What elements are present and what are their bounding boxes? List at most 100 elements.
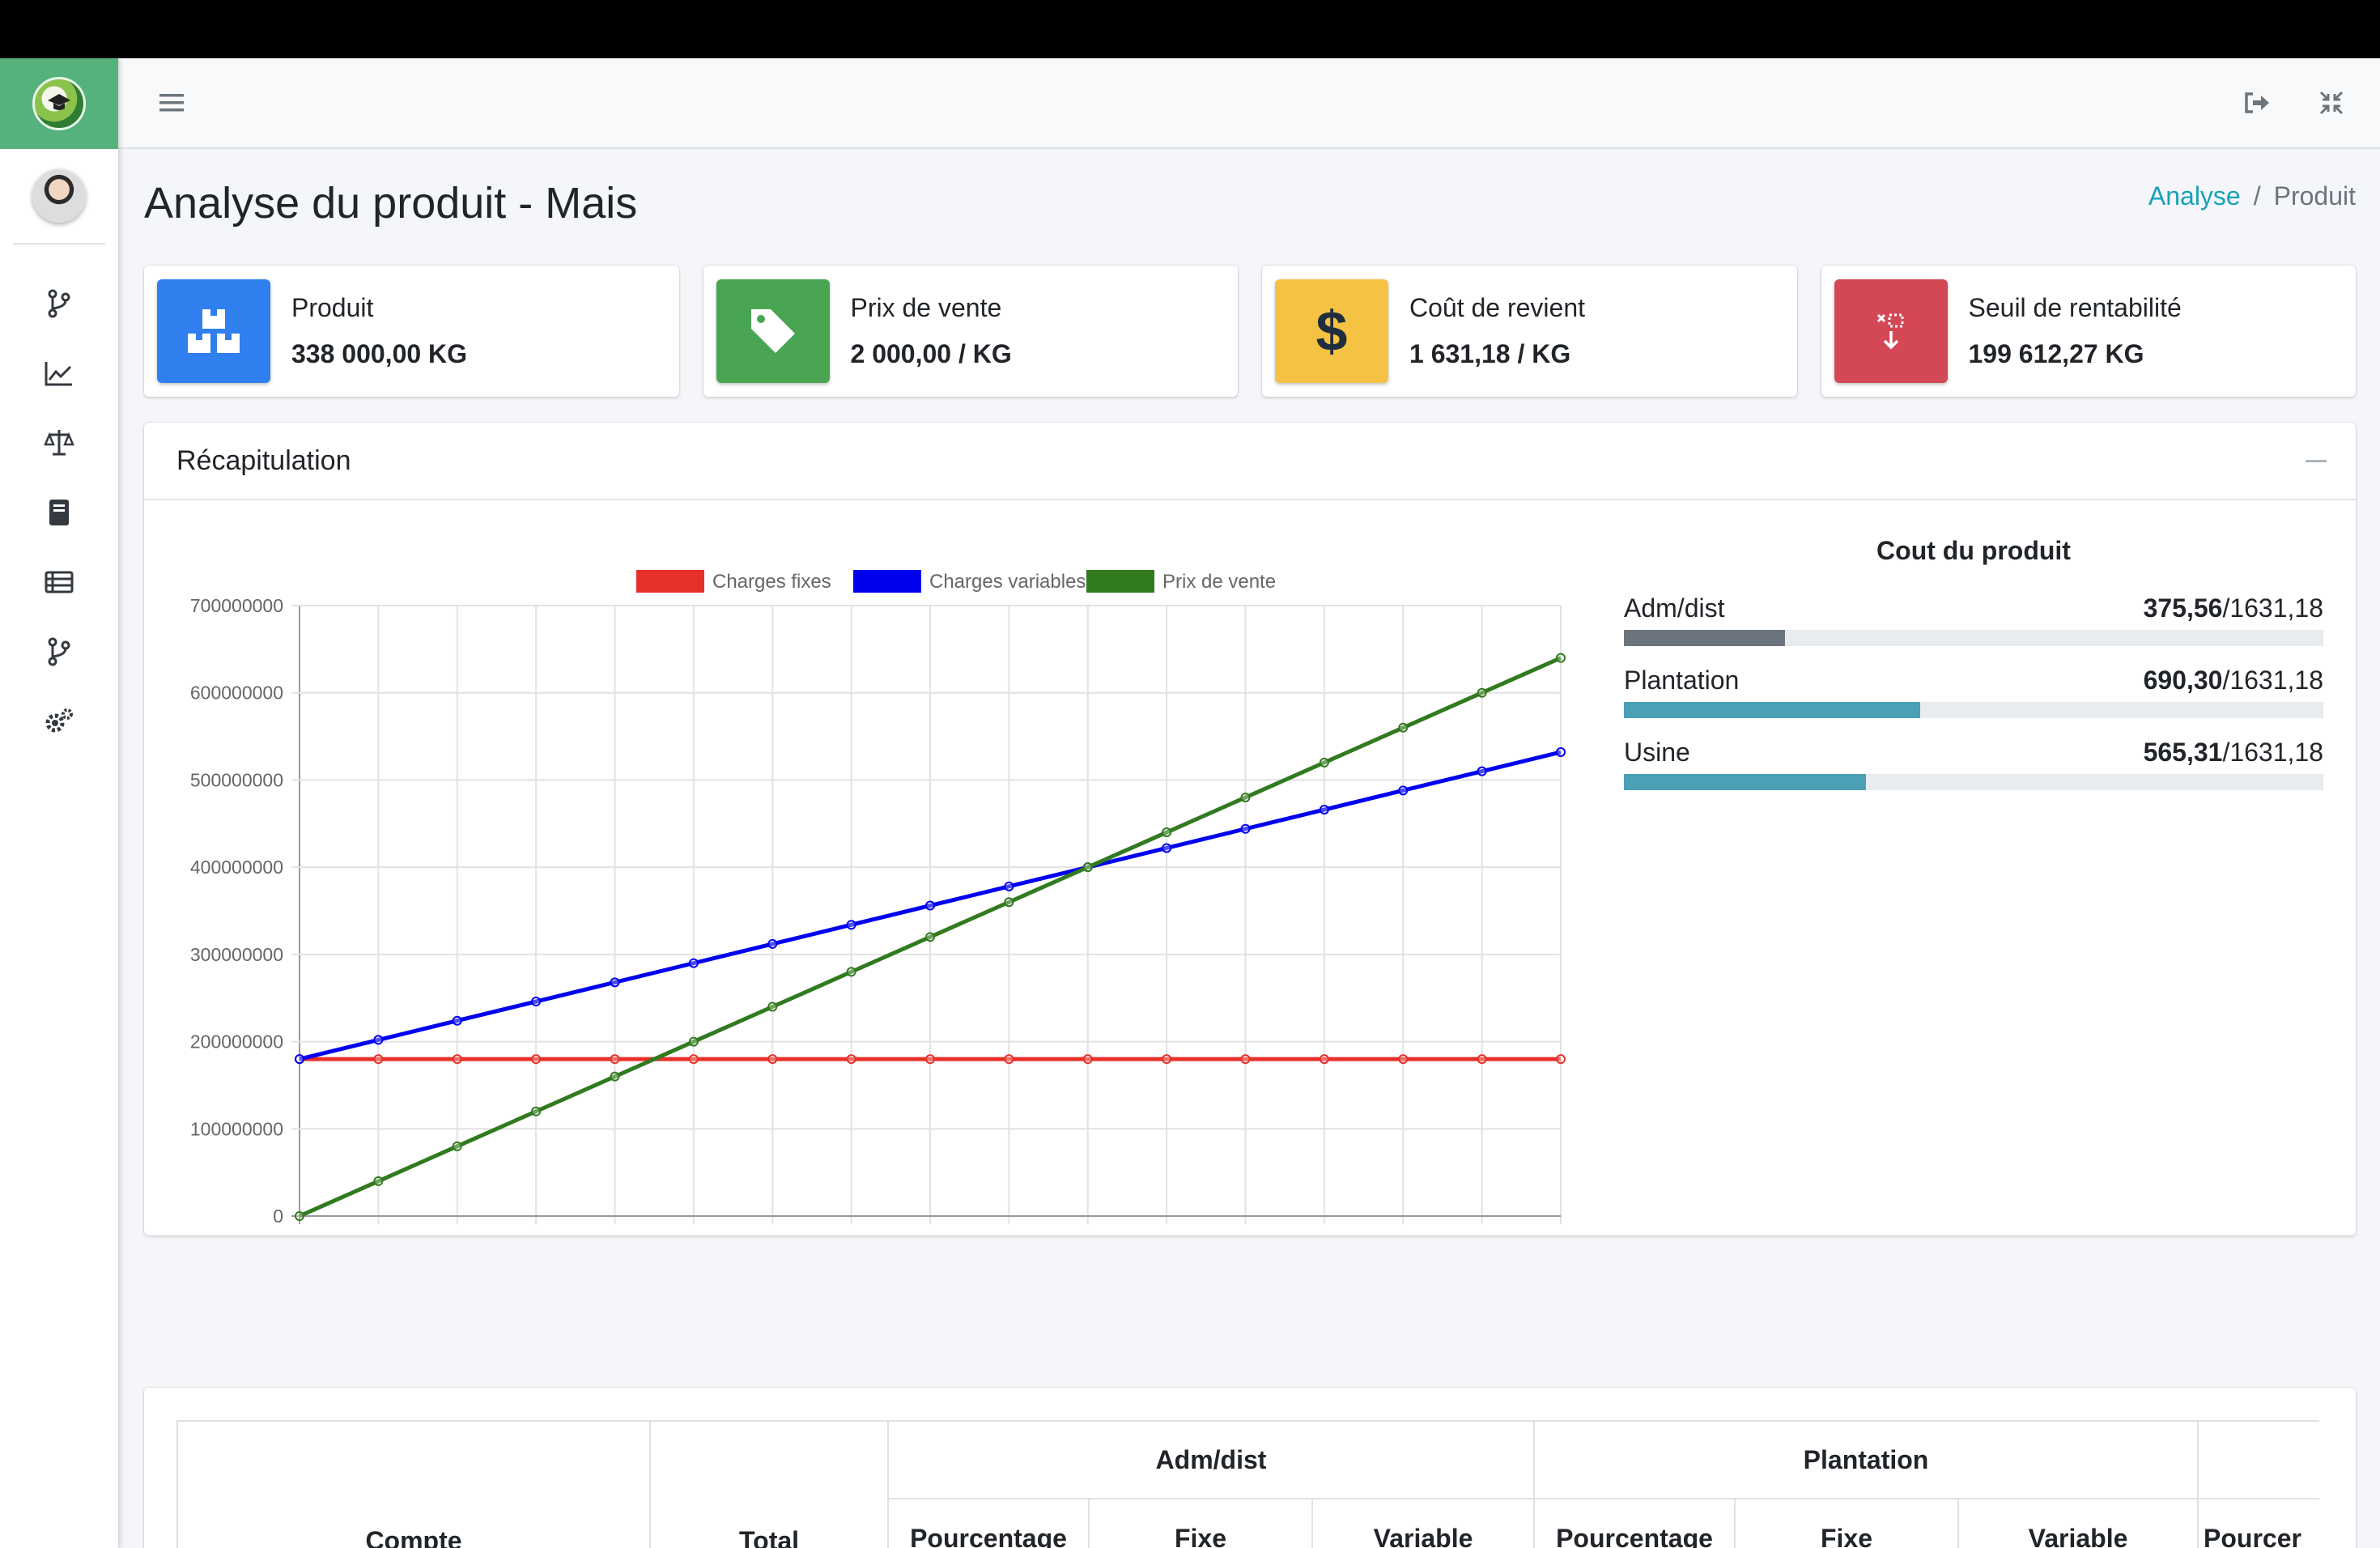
list-table-icon [45,571,74,593]
fullscreen-exit-button[interactable] [2315,87,2348,119]
data-point [767,938,778,949]
chart-line-icon [45,362,72,386]
chart-svg: 0200004000060000800001000001200001400001… [190,570,1592,1256]
dollar-icon: $ [1275,279,1388,383]
cost-total: /1631,18 [2222,593,2323,623]
y-tick-label: 200000000 [190,1031,283,1053]
series-line [298,656,1562,1218]
logo-icon [32,77,86,130]
cost-label: Adm/dist [1624,593,1725,623]
collapse-button[interactable] [2306,459,2327,462]
progress-bar [1624,702,2323,718]
account-table-panel: Compte Total Adm/dist Plantation Pourcen… [144,1388,2356,1548]
menu-toggle-button[interactable] [155,87,188,119]
group-header-adm: Adm/dist [887,1420,1535,1499]
card-value: 1 631,18 / KG [1409,339,1571,368]
col-header-fixe[interactable]: Fixe [1088,1498,1313,1548]
y-tick-label: 700000000 [190,595,283,616]
compress-icon [2319,91,2344,115]
data-point [1556,1054,1566,1065]
logout-button[interactable] [2241,87,2273,119]
main-content: Analyse du produit - Mais Analyse / Prod… [118,58,2380,1548]
cost-total: /1631,18 [2222,738,2323,767]
legend-label: Charges fixes [712,571,831,593]
cost-label: Plantation [1624,666,1740,695]
data-point [846,967,856,977]
y-tick-label: 300000000 [190,944,283,965]
card-label: Seuil de rentabilité [1968,293,2182,322]
sidebar-item-chart[interactable] [0,338,118,408]
legend-swatch [853,570,921,593]
recap-panel-header: Récapitulation [144,423,2356,500]
data-point [1398,1054,1409,1065]
data-point [925,932,935,942]
data-point [688,958,699,968]
sidebar-item-settings[interactable] [0,687,118,756]
sidebar-item-branch[interactable] [0,269,118,338]
col-header-pourcentage[interactable]: Pourcentage [1533,1498,1736,1548]
boxes-icon [157,279,270,383]
top-navbar [118,58,2380,149]
data-point [531,1054,542,1065]
cost-row-plantation: Plantation 690,30/1631,18 [1624,666,2323,718]
avatar[interactable] [32,169,86,223]
data-point [610,1054,620,1065]
col-header-fixe[interactable]: Fixe [1734,1498,1959,1548]
sidebar-item-list[interactable] [0,547,118,617]
card-value: 338 000,00 KG [291,339,468,368]
info-card-produit: Produit 338 000,00 KG [144,266,679,397]
brand-logo-area[interactable] [0,58,118,149]
cost-value: 375,56 [2143,593,2223,623]
data-point [295,1054,304,1065]
data-point [846,920,856,930]
col-header-pourcentage[interactable]: Pourcentage [887,1498,1090,1548]
y-tick-label: 0 [273,1206,283,1227]
tag-icon [716,279,830,383]
sidebar [0,58,118,1548]
breadcrumb-current: Produit [2273,181,2356,211]
card-value: 199 612,27 KG [1968,339,2144,368]
window-top-bar [0,0,2380,58]
sidebar-item-balance[interactable] [0,408,118,478]
group-header-next [2197,1420,2319,1499]
col-header-variable[interactable]: Variable [1957,1498,2199,1548]
data-point [531,997,542,1007]
info-card-prix-vente: Prix de vente 2 000,00 / KG [703,266,1238,397]
data-point [373,1054,384,1065]
legend-label: Prix de vente [1162,571,1276,593]
data-point [1162,1054,1172,1065]
progress-bar [1624,774,2323,790]
progress-fill [1624,630,1785,646]
book-icon [49,500,69,525]
col-header-variable[interactable]: Variable [1311,1498,1535,1548]
data-point [1004,897,1014,908]
cost-total: /1631,18 [2222,666,2323,695]
data-point [1162,827,1172,838]
sidebar-nav [0,245,118,756]
sidebar-item-branch-2[interactable] [0,617,118,687]
user-panel [13,149,105,245]
breadcrumb-link-analyse[interactable]: Analyse [2148,181,2241,211]
page-title: Analyse du produit - Mais [144,179,638,228]
data-point [925,1054,935,1065]
breadcrumb: Analyse / Produit [2148,181,2356,211]
progress-fill [1624,774,1867,790]
sidebar-item-book[interactable] [0,478,118,547]
line-chart: 0200004000060000800001000001200001400001… [144,500,1731,1256]
data-point [1477,766,1487,776]
info-card-seuil: Seuil de rentabilité 199 612,27 KG [1821,266,2356,397]
data-point [688,1054,699,1065]
data-point [1319,757,1329,768]
cost-value: 690,30 [2143,666,2223,695]
progress-bar [1624,630,2323,646]
data-point [1004,1054,1014,1065]
col-header-compte[interactable]: Compte [176,1420,651,1548]
data-point [1556,653,1566,663]
y-tick-label: 400000000 [190,857,283,878]
col-header-total[interactable]: Total [649,1420,889,1548]
data-point [452,1054,462,1065]
col-header-pourcentage[interactable]: Pourcer [2197,1498,2319,1548]
cost-label: Usine [1624,738,1690,767]
cogs-icon [45,708,73,733]
data-point [1319,805,1329,815]
